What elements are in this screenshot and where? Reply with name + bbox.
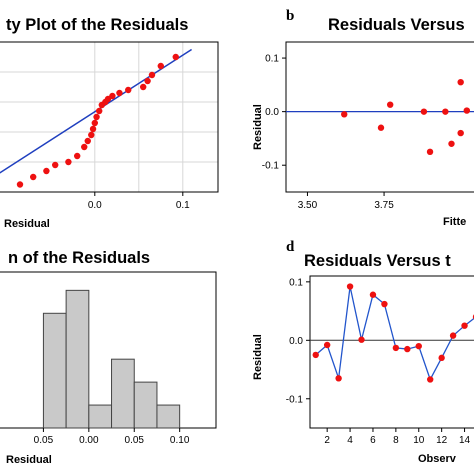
x-tick-label-3: 0.10	[170, 435, 190, 446]
point-9	[463, 107, 471, 114]
point-20	[144, 77, 151, 85]
point-18	[125, 86, 132, 94]
panel-b-x-label: Fitte	[443, 216, 466, 228]
point-1	[30, 173, 37, 181]
panel-a-plot-area	[0, 41, 219, 193]
fit-line	[0, 48, 193, 174]
point-0	[312, 351, 319, 359]
bar-1	[65, 289, 90, 429]
y-tick-label-2: -0.1	[262, 161, 280, 172]
bar-3	[111, 358, 135, 429]
panel-d-title: Residuals Versus t	[304, 252, 451, 270]
x-tick-label-5: 12	[436, 435, 448, 446]
panel-d-y-label: Residual	[252, 334, 264, 380]
x-tick-label-0: 0.0	[88, 200, 102, 211]
point-8	[404, 345, 411, 353]
y-tick-label-1: 0.0	[289, 336, 303, 347]
panel-b-letter: b	[286, 8, 294, 24]
x-tick-label-0: 3.50	[298, 200, 318, 211]
point-9	[89, 125, 97, 133]
point-6	[81, 143, 88, 151]
panel-b-y-label: Residual	[252, 104, 264, 150]
x-tick-label-1: 0.1	[176, 200, 190, 211]
y-tick-label-0: 0.1	[265, 54, 279, 65]
point-8	[457, 129, 464, 137]
point-12	[96, 107, 103, 115]
point-10	[427, 376, 434, 383]
point-5	[369, 291, 377, 298]
point-23	[172, 53, 179, 61]
x-tick-label-4: 10	[413, 435, 425, 446]
panel-b-title: Residuals Versus	[328, 16, 465, 34]
x-tick-label-1: 3.75	[374, 200, 394, 211]
point-12	[449, 332, 457, 339]
point-17	[116, 89, 123, 97]
point-4	[426, 148, 434, 156]
panel-b-marks: 0.1 0.0 -0.1 3.50 3.75	[262, 41, 474, 211]
point-5	[442, 108, 449, 115]
panel-d-x-label: Observ	[418, 453, 457, 465]
panel-d-letter: d	[286, 239, 295, 255]
panel-c-marks: 0.05 0.00 0.05 0.10	[34, 289, 190, 446]
point-1	[377, 124, 385, 131]
x-tick-label-0: 0.05	[34, 435, 54, 446]
panel-d-marks: 0.1 0.0 -0.1 2 4 6 8 10 12 14	[286, 275, 474, 446]
point-0	[341, 111, 348, 118]
point-5	[74, 152, 81, 160]
point-0	[16, 181, 24, 188]
point-3	[52, 161, 59, 169]
bar-2	[88, 404, 113, 429]
x-tick-label-2: 6	[370, 435, 376, 446]
x-tick-label-1: 0.00	[79, 435, 99, 446]
panel-c-x-label: Residual	[6, 454, 52, 466]
point-11	[93, 113, 100, 121]
x-tick-label-6: 14	[459, 435, 471, 446]
x-tick-label-1: 4	[347, 435, 353, 446]
point-2	[386, 101, 394, 108]
grid-lines-a	[0, 42, 218, 192]
point-4	[358, 336, 365, 343]
x-tick-label-0: 2	[324, 435, 330, 446]
point-6	[448, 140, 455, 147]
bar-0	[42, 312, 67, 429]
panel-c-title: n of the Residuals	[8, 249, 150, 267]
y-tick-label-0: 0.1	[289, 277, 303, 288]
x-tick-label-3: 8	[393, 435, 399, 446]
point-22	[157, 62, 164, 70]
point-19	[140, 83, 147, 91]
point-3	[420, 108, 428, 115]
point-13	[461, 322, 468, 329]
panel-a-x-label: Residual	[4, 218, 50, 230]
point-7	[84, 137, 91, 145]
point-4	[65, 158, 72, 166]
point-2	[43, 167, 50, 175]
point-3	[346, 283, 354, 290]
bar-5	[156, 404, 181, 429]
point-21	[148, 71, 156, 79]
point-1	[323, 341, 331, 349]
y-tick-label-2: -0.1	[286, 394, 304, 405]
y-tick-label-1: 0.0	[265, 107, 279, 118]
point-6	[381, 300, 388, 308]
point-16	[109, 92, 116, 100]
point-7	[392, 344, 400, 352]
point-7	[457, 78, 464, 86]
panel-d-plot-area	[309, 275, 474, 429]
panel-a-marks: 0.0 0.1	[0, 48, 193, 211]
point-8	[88, 131, 95, 139]
panel-b-plot-area	[285, 41, 474, 193]
point-9	[415, 342, 422, 350]
point-2	[335, 375, 342, 382]
panel-a-title: ty Plot of the Residuals	[6, 16, 188, 34]
x-tick-label-2: 0.05	[125, 435, 145, 446]
point-11	[438, 354, 445, 362]
bar-4	[133, 381, 158, 429]
series-line	[315, 286, 474, 382]
point-10	[91, 119, 99, 127]
